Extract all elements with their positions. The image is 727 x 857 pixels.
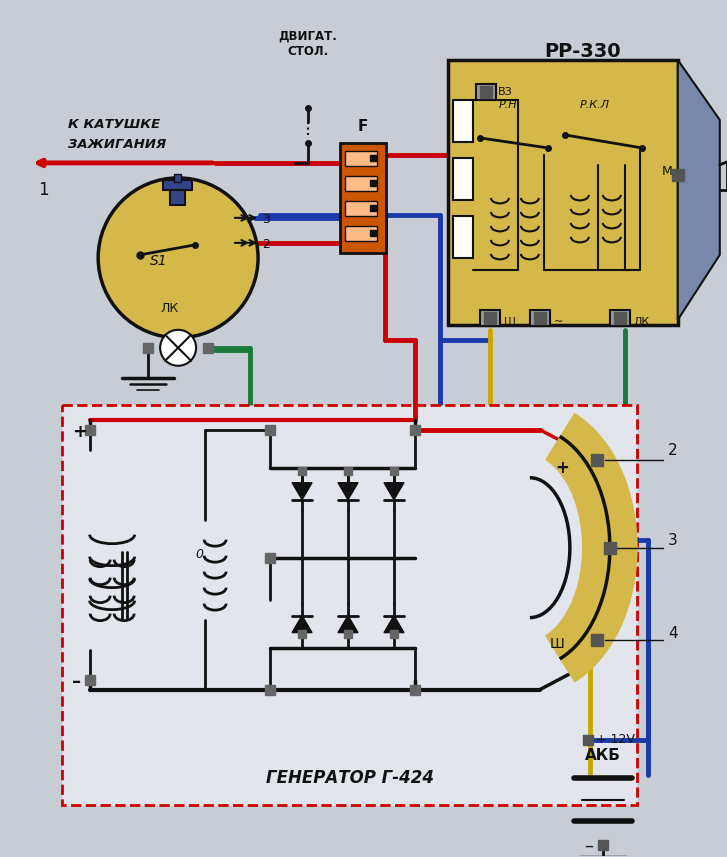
Bar <box>610 310 630 326</box>
Bar <box>476 84 496 100</box>
Text: ДВИГАТ.
СТОЛ.: ДВИГАТ. СТОЛ. <box>278 30 337 58</box>
Text: 2: 2 <box>262 238 270 251</box>
Text: АКБ: АКБ <box>585 747 621 763</box>
Bar <box>174 174 181 182</box>
Text: ЛК: ЛК <box>160 302 178 315</box>
Bar <box>163 180 192 190</box>
Text: 2: 2 <box>668 443 678 458</box>
Text: 3: 3 <box>262 213 270 226</box>
Text: Ш: Ш <box>504 317 515 327</box>
Text: +: + <box>555 458 569 476</box>
Bar <box>480 310 500 326</box>
Bar <box>453 158 473 200</box>
Polygon shape <box>338 615 358 632</box>
Text: К КАТУШКЕ: К КАТУШКЕ <box>68 118 161 131</box>
Bar <box>345 226 377 241</box>
Text: S1: S1 <box>150 254 168 268</box>
Bar <box>345 151 377 166</box>
Text: 0: 0 <box>195 548 203 560</box>
Text: –: – <box>72 673 81 691</box>
Text: +: + <box>72 423 87 440</box>
Text: ВЗ: ВЗ <box>498 87 513 97</box>
Polygon shape <box>292 482 312 500</box>
Circle shape <box>98 178 258 338</box>
Bar <box>63 405 637 805</box>
Text: 1: 1 <box>39 181 49 199</box>
Bar <box>453 216 473 258</box>
Bar <box>340 143 386 253</box>
Bar <box>345 176 377 191</box>
Text: F: F <box>358 119 368 134</box>
Text: ЛК: ЛК <box>634 317 650 327</box>
Polygon shape <box>338 482 358 500</box>
Text: 3: 3 <box>668 533 678 548</box>
Text: М: М <box>662 165 672 178</box>
Text: Р.Н.: Р.Н. <box>499 100 521 110</box>
Polygon shape <box>292 615 312 632</box>
Polygon shape <box>384 615 404 632</box>
Text: ~: ~ <box>554 317 563 327</box>
Bar <box>453 100 473 142</box>
Text: –: – <box>584 836 593 854</box>
Polygon shape <box>678 60 720 320</box>
Text: 4: 4 <box>668 626 678 640</box>
Text: + 12V: + 12V <box>596 733 635 746</box>
Bar <box>530 310 550 326</box>
Bar <box>170 180 185 205</box>
Text: Ш: Ш <box>550 637 565 650</box>
Text: ЗАЖИГАНИЯ: ЗАЖИГАНИЯ <box>68 138 166 151</box>
Text: РР-330: РР-330 <box>545 42 621 61</box>
Text: ГЕНЕРАТОР Г-424: ГЕНЕРАТОР Г-424 <box>265 769 433 787</box>
Bar <box>345 201 377 216</box>
Text: Р.К.Л: Р.К.Л <box>580 100 610 110</box>
Bar <box>448 60 678 325</box>
Polygon shape <box>384 482 404 500</box>
Circle shape <box>160 330 196 366</box>
